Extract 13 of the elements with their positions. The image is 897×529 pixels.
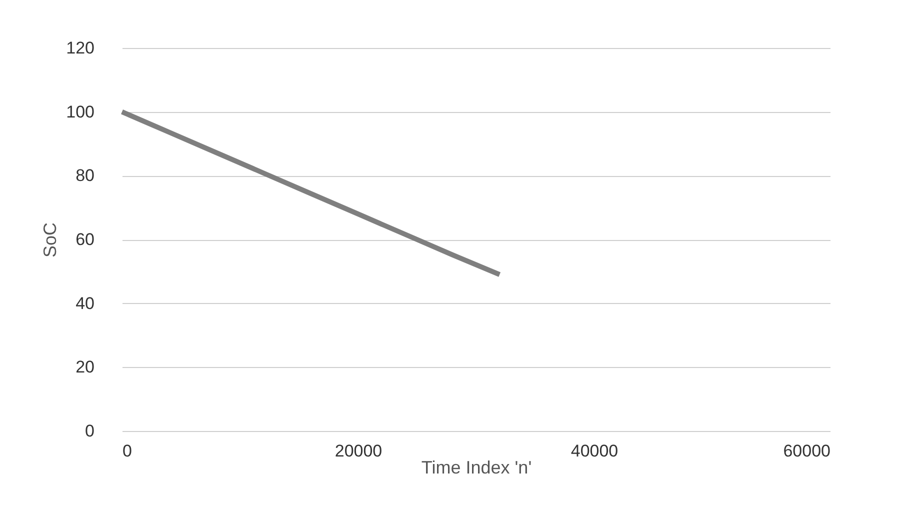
y-axis-title: SoC (40, 222, 60, 258)
x-tick-label: 20000 (334, 442, 382, 460)
y-tick-label: 100 (66, 102, 94, 122)
x-tick-label: 60000 (783, 442, 830, 460)
y-tick-label: 60 (76, 230, 94, 249)
x-tick-label: 40000 (570, 442, 618, 460)
y-tick-label: 80 (76, 166, 94, 186)
x-tick-label: 0 (122, 442, 132, 460)
x-axis-title: Time Index 'n' (421, 458, 532, 478)
y-tick-label: 40 (76, 294, 94, 313)
y-tick-label: 20 (76, 358, 94, 377)
y-tick-label: 0 (85, 422, 94, 440)
y-tick-label: 120 (66, 38, 94, 58)
